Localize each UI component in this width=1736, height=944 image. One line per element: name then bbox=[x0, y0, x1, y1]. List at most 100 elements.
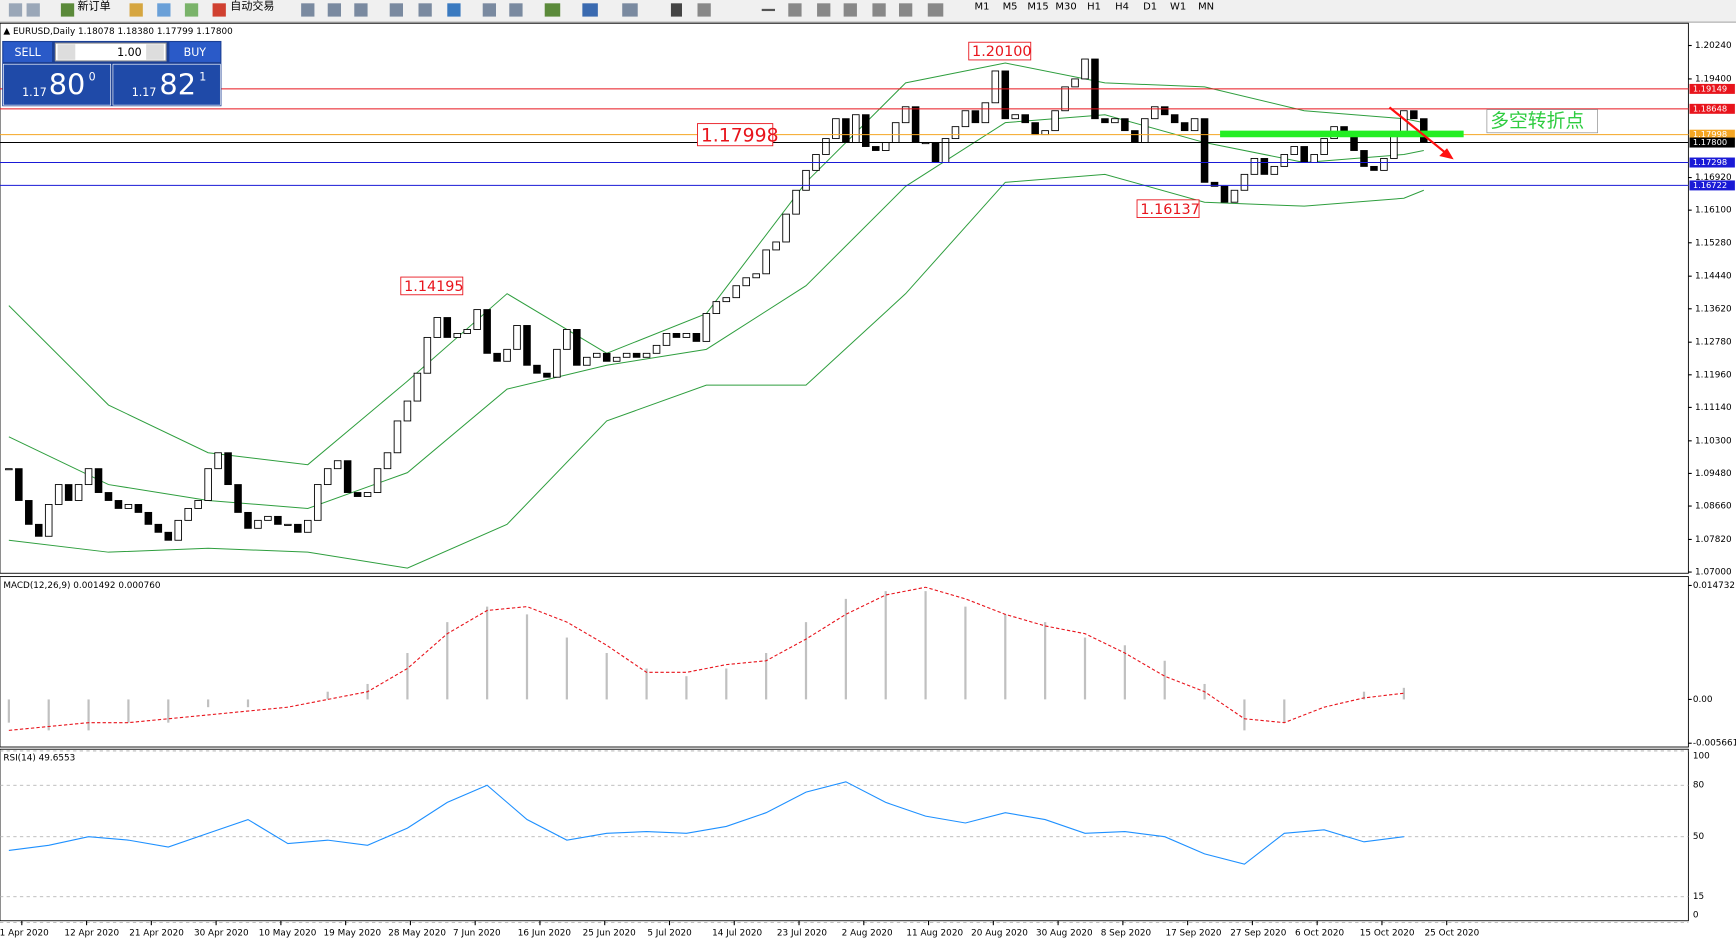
candle bbox=[862, 114, 870, 147]
candle bbox=[1220, 185, 1229, 203]
toolbar-icon[interactable] bbox=[184, 3, 199, 17]
price-level-tag bbox=[1689, 103, 1735, 114]
price-level-label: 1.16722 bbox=[1693, 180, 1727, 190]
buy-label[interactable]: BUY bbox=[184, 46, 207, 59]
annotation-box bbox=[697, 123, 774, 147]
candle bbox=[533, 364, 541, 374]
y-tick-label: -0.005661 bbox=[1693, 739, 1736, 749]
toolbar-icon[interactable] bbox=[872, 3, 886, 17]
candle bbox=[114, 500, 123, 509]
candle bbox=[702, 313, 711, 342]
candle bbox=[184, 507, 192, 521]
toolbar-icon[interactable] bbox=[843, 3, 857, 17]
toolbar-icon[interactable] bbox=[482, 3, 496, 17]
auto-trade-icon[interactable] bbox=[212, 3, 226, 17]
x-tick-label: 6 Oct 2020 bbox=[1295, 928, 1344, 938]
toolbar-icon[interactable] bbox=[582, 3, 598, 17]
toolbar-icon[interactable] bbox=[509, 3, 523, 17]
lots-input[interactable] bbox=[54, 42, 167, 62]
candle bbox=[901, 106, 910, 124]
bollinger-upper bbox=[8, 62, 1424, 466]
x-tick-label: 30 Apr 2020 bbox=[194, 928, 249, 938]
y-tick-label: 0 bbox=[1693, 911, 1699, 921]
timeframe-button[interactable]: M15 bbox=[1027, 2, 1048, 13]
timeframe-button[interactable]: H1 bbox=[1087, 2, 1101, 13]
lots-down[interactable] bbox=[57, 44, 76, 60]
timeframe-button[interactable]: M30 bbox=[1055, 2, 1076, 13]
candle bbox=[84, 468, 93, 486]
y-tick-label: 1.19400 bbox=[1695, 74, 1732, 84]
candle bbox=[443, 317, 452, 338]
toolbar-button[interactable]: 新订单 bbox=[78, 0, 111, 13]
candle bbox=[1410, 110, 1418, 120]
toolbar-icon[interactable] bbox=[670, 3, 682, 17]
lots-up[interactable] bbox=[146, 44, 164, 60]
toolbar-icon[interactable] bbox=[418, 3, 432, 17]
candle bbox=[433, 317, 442, 338]
toolbar-icon[interactable] bbox=[301, 3, 315, 17]
toolbar-icon[interactable] bbox=[389, 3, 403, 17]
sell-price-box[interactable] bbox=[2, 63, 112, 106]
toolbar-icon[interactable] bbox=[761, 8, 775, 12]
candle bbox=[5, 468, 13, 471]
toolbar-button[interactable]: 自动交易 bbox=[230, 0, 274, 13]
timeframe-button[interactable]: D1 bbox=[1143, 2, 1157, 13]
annotation-label: 1.14195 bbox=[404, 279, 463, 295]
toolbar-icon[interactable] bbox=[788, 3, 802, 17]
candle bbox=[323, 468, 332, 486]
toolbar-icon[interactable] bbox=[899, 3, 913, 17]
toolbar-icon[interactable] bbox=[927, 3, 944, 17]
toolbar-icon[interactable] bbox=[327, 3, 341, 17]
timeframe-button[interactable]: M1 bbox=[975, 2, 990, 13]
y-tick-label: 1.07820 bbox=[1695, 535, 1732, 545]
y-tick-label: 1.09480 bbox=[1695, 469, 1732, 479]
toolbar-icon[interactable] bbox=[129, 3, 143, 17]
candle bbox=[1051, 110, 1059, 132]
timeframe-button[interactable]: MN bbox=[1198, 2, 1214, 13]
buy-button[interactable] bbox=[169, 42, 221, 62]
timeframe-button[interactable]: W1 bbox=[1170, 2, 1186, 13]
timeframe-button[interactable]: H4 bbox=[1115, 2, 1129, 13]
x-tick-label: 19 May 2020 bbox=[324, 928, 382, 938]
new-order-icon[interactable] bbox=[60, 3, 75, 17]
y-tick-label: 1.14440 bbox=[1695, 272, 1732, 282]
toolbar-icon[interactable] bbox=[817, 3, 831, 17]
y-tick-label: 15 bbox=[1693, 892, 1704, 902]
candle bbox=[732, 285, 741, 299]
timeframe-button[interactable]: M5 bbox=[1003, 2, 1018, 13]
candle bbox=[871, 146, 880, 151]
candle bbox=[15, 468, 23, 501]
candle bbox=[1380, 158, 1388, 171]
toolbar-icon[interactable] bbox=[354, 3, 368, 17]
price-prefix: 1.17 bbox=[22, 86, 47, 99]
toolbar-icon[interactable] bbox=[26, 3, 40, 17]
toolbar-icon[interactable] bbox=[622, 3, 638, 17]
buy-price-box[interactable] bbox=[112, 63, 221, 106]
macd-signal bbox=[8, 586, 1404, 731]
candle bbox=[891, 122, 900, 143]
sell-label[interactable]: SELL bbox=[15, 46, 42, 59]
candle bbox=[842, 118, 850, 143]
sell-button[interactable] bbox=[3, 42, 53, 62]
marker-text: 多空转折点 bbox=[1490, 110, 1584, 132]
toolbar-icon[interactable] bbox=[697, 3, 711, 17]
toolbar-icon[interactable] bbox=[8, 3, 23, 17]
toolbar-icon[interactable] bbox=[157, 3, 171, 17]
candle bbox=[34, 523, 43, 537]
candle bbox=[1210, 181, 1219, 187]
candle bbox=[1310, 154, 1318, 163]
annotation-label: 1.16137 bbox=[1140, 202, 1199, 218]
candle bbox=[712, 301, 721, 315]
candle bbox=[54, 484, 63, 505]
candle bbox=[802, 169, 810, 191]
candle bbox=[523, 325, 531, 366]
lots-value[interactable]: 1.00 bbox=[117, 46, 142, 59]
y-tick-label: 1.08660 bbox=[1695, 502, 1732, 512]
y-tick-label: 1.11960 bbox=[1695, 370, 1732, 380]
price-prefix: 1.17 bbox=[132, 86, 157, 99]
price-pips: 80 bbox=[49, 67, 86, 101]
y-tick-label: 1.16920 bbox=[1695, 173, 1732, 183]
toolbar-icon[interactable] bbox=[544, 3, 561, 17]
toolbar-icon[interactable] bbox=[447, 3, 461, 17]
